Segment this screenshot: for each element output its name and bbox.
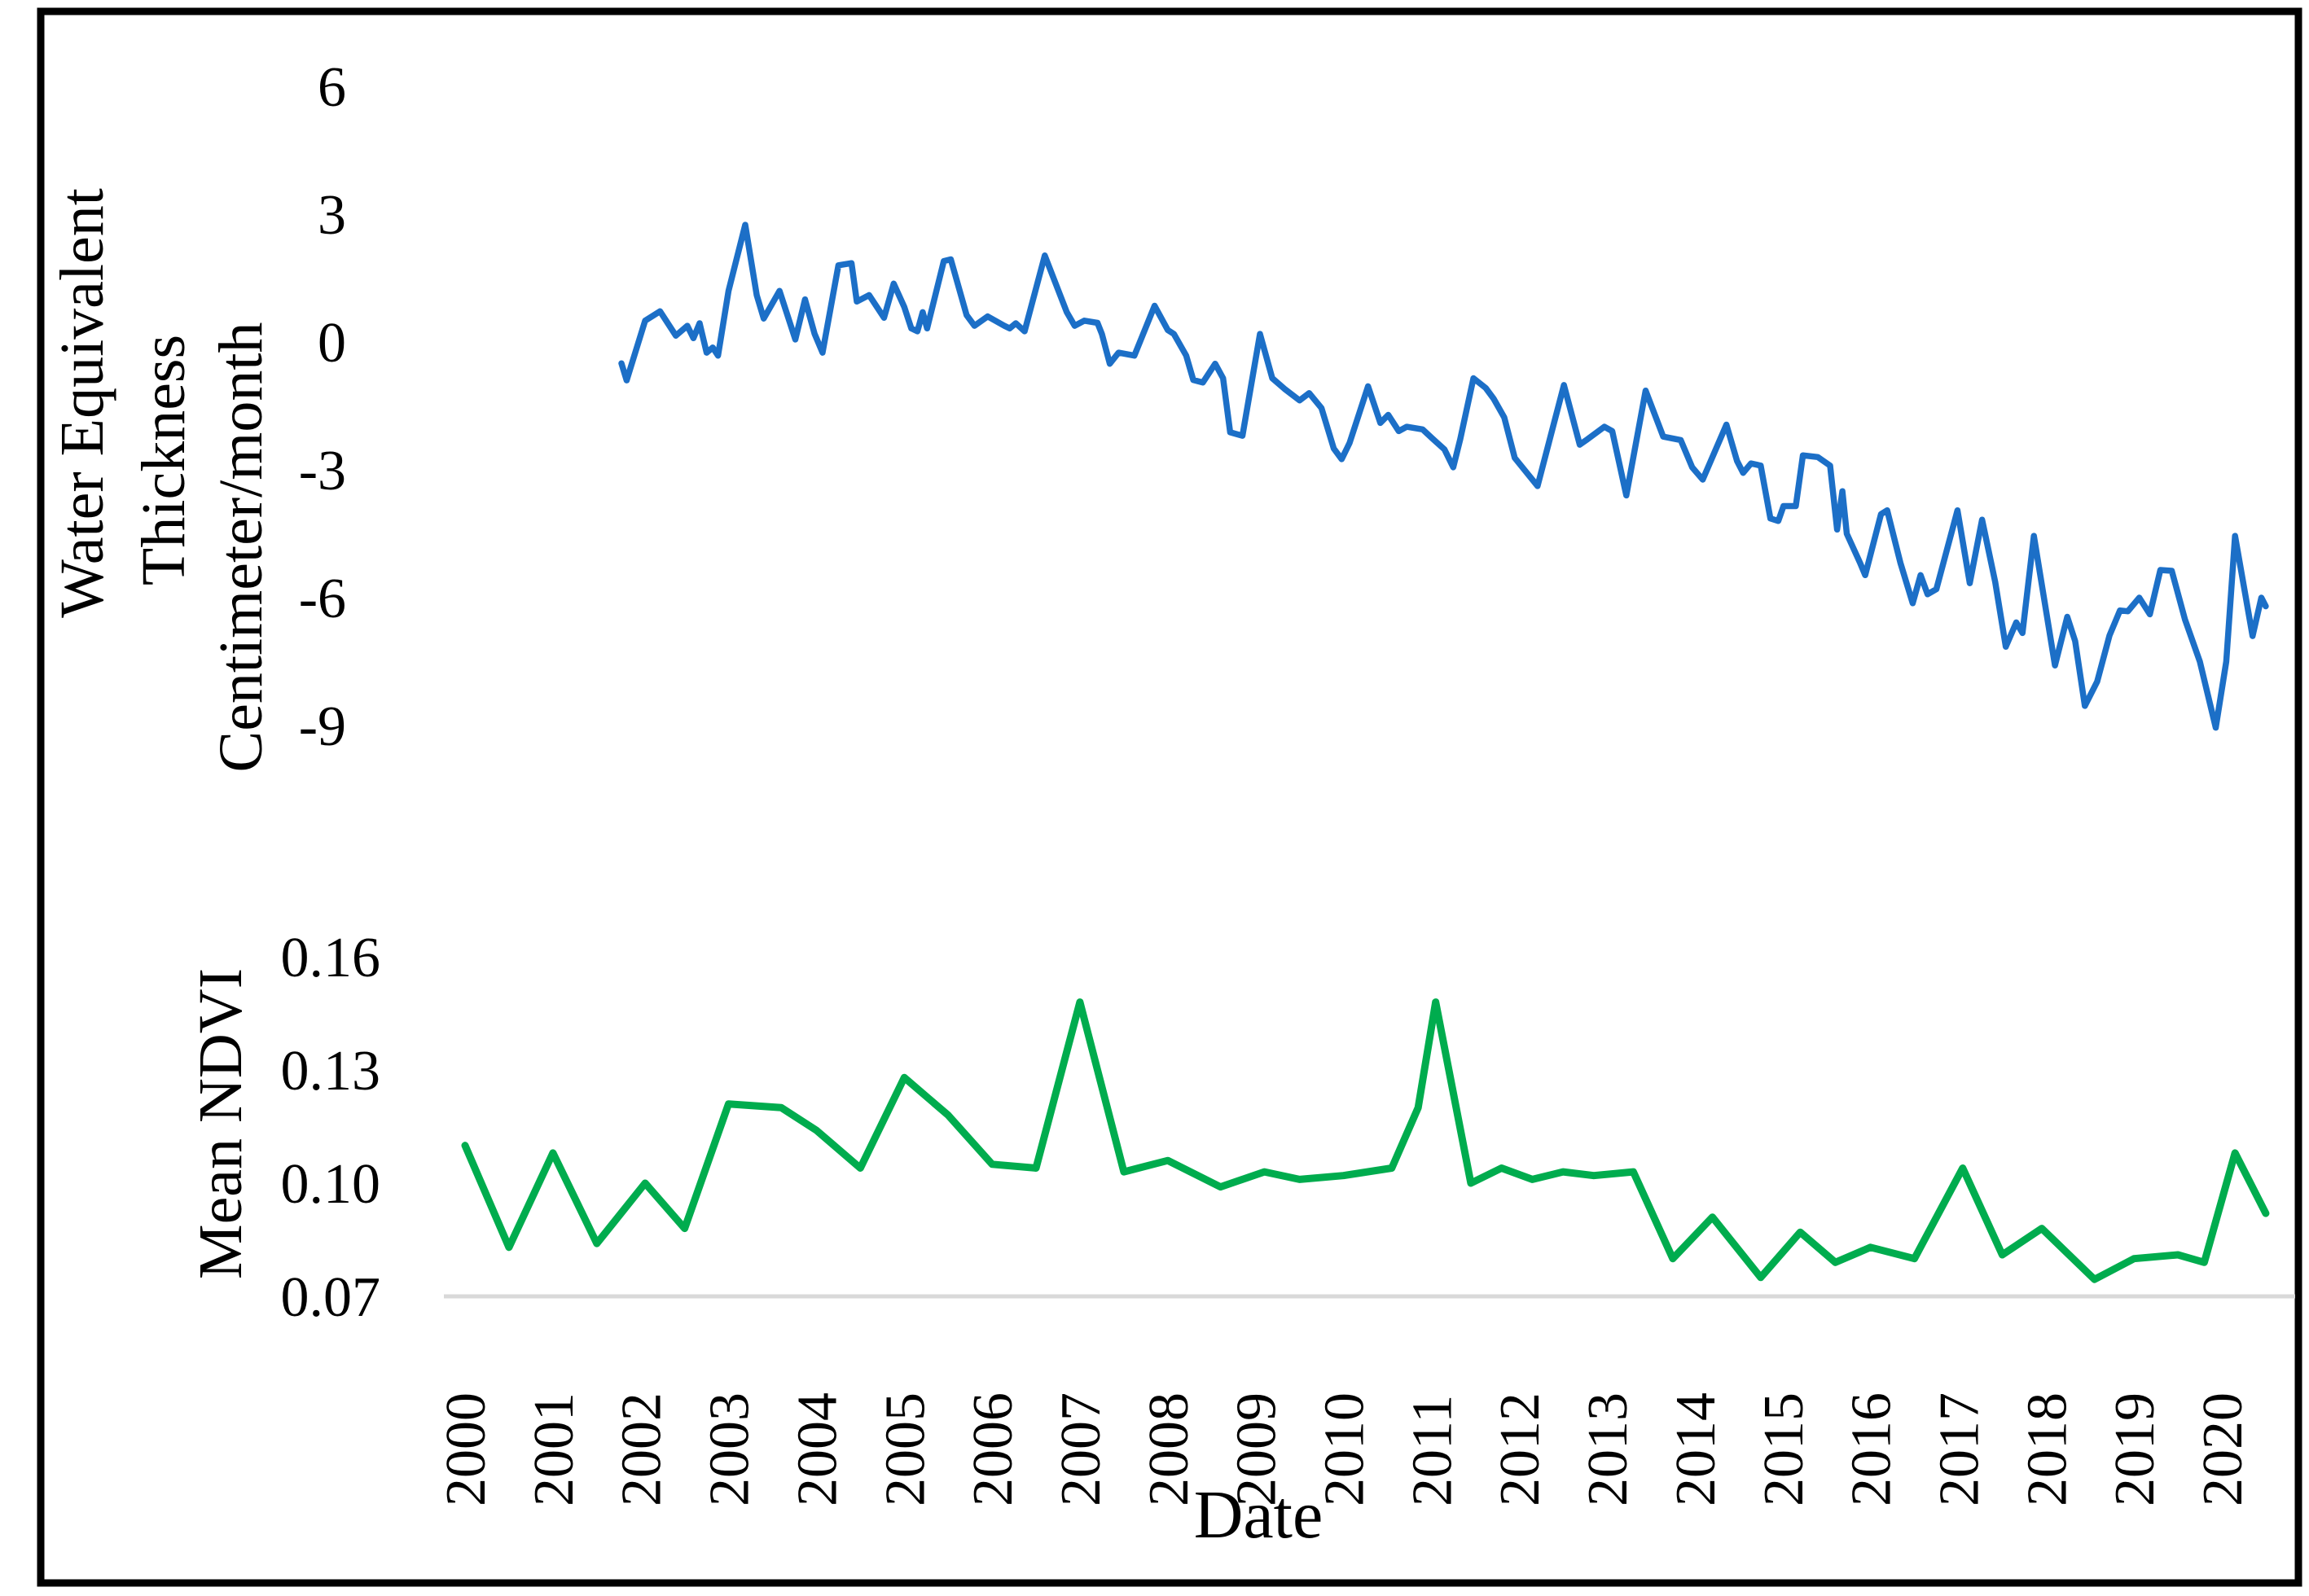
ndvi-y-axis-title: Mean NDVI	[187, 968, 255, 1279]
x-tick-label: 2013	[1577, 1392, 1640, 1506]
x-tick-label: 2015	[1753, 1392, 1815, 1506]
ndvi-y-tick-label: 0.16	[281, 927, 381, 989]
ndvi-chart: Mean NDVI 0.16 0.13 0.10 0.07	[187, 927, 2295, 1329]
x-tick-label: 2003	[699, 1392, 762, 1506]
wet-y-tick-label: -6	[299, 568, 346, 630]
x-tick-label: 2016	[1841, 1392, 1903, 1506]
x-tick-labels: 2000200120022003200420052006200720082009…	[435, 1392, 2254, 1506]
wet-y-axis-title: Water Equivalent Thickness Centimeter/mo…	[48, 188, 275, 772]
ndvi-series-line	[465, 1002, 2266, 1280]
x-tick-label: 2012	[1489, 1392, 1552, 1506]
x-tick-label: 2000	[435, 1392, 498, 1506]
dual-line-chart-canvas: Water Equivalent Thickness Centimeter/mo…	[0, 0, 2309, 1596]
x-tick-label: 2020	[2192, 1392, 2254, 1506]
x-tick-label: 2019	[2104, 1392, 2166, 1506]
wet-y-tick-label: 6	[318, 56, 346, 119]
x-tick-label: 2006	[962, 1392, 1025, 1506]
x-tick-label: 2004	[786, 1392, 849, 1506]
wet-y-axis-title-line1: Water Equivalent	[48, 188, 116, 618]
ndvi-y-tick-labels: 0.16 0.13 0.10 0.07	[281, 927, 381, 1329]
x-tick-label: 2018	[2016, 1392, 2079, 1506]
wet-y-axis-title-line3: Centimeter/month	[207, 322, 275, 772]
wet-y-tick-label: -3	[299, 440, 346, 502]
x-tick-label: 2002	[611, 1392, 674, 1506]
wet-y-tick-label: -9	[299, 695, 346, 758]
figure: Water Equivalent Thickness Centimeter/mo…	[0, 0, 2309, 1596]
wet-y-tick-label: 0	[318, 312, 346, 375]
x-tick-label: 2005	[874, 1392, 937, 1506]
figure-border	[41, 11, 2298, 1583]
x-tick-label: 2017	[1928, 1392, 1991, 1506]
wet-y-tick-labels: 6 3 0 -3 -6 -9	[299, 56, 346, 758]
x-axis-title: Date	[1194, 1477, 1324, 1553]
wet-y-axis-title-line2: Thickness	[129, 335, 198, 585]
wet-y-tick-label: 3	[318, 184, 346, 247]
ndvi-y-tick-label: 0.07	[281, 1266, 381, 1329]
x-tick-label: 2011	[1401, 1395, 1464, 1506]
ndvi-y-tick-label: 0.13	[281, 1040, 381, 1103]
x-tick-label: 2008	[1138, 1392, 1201, 1506]
x-tick-label: 2014	[1665, 1392, 1727, 1506]
x-tick-label: 2007	[1050, 1392, 1113, 1506]
x-tick-label: 2001	[523, 1392, 586, 1506]
wet-series-line	[621, 225, 2266, 728]
wet-chart: Water Equivalent Thickness Centimeter/mo…	[48, 56, 2266, 773]
ndvi-y-tick-label: 0.10	[281, 1153, 381, 1216]
